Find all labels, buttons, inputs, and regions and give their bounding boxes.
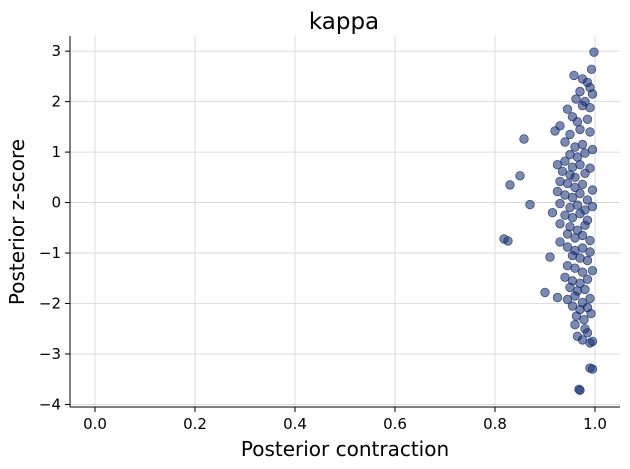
- x-tick-label: 0.4: [283, 415, 307, 433]
- y-tick-label: −3: [39, 345, 61, 363]
- x-tick-label: 0.0: [83, 415, 107, 433]
- data-point: [525, 199, 535, 210]
- x-tick-label: 0.8: [483, 415, 507, 433]
- data-point: [560, 156, 570, 166]
- data-points: [499, 47, 599, 396]
- data-point: [585, 293, 595, 304]
- data-point: [585, 338, 595, 348]
- y-tick-label: 1: [51, 143, 61, 161]
- data-point: [585, 102, 595, 113]
- axes: [69, 36, 620, 408]
- data-point: [582, 255, 593, 266]
- data-point: [575, 124, 585, 135]
- data-point: [577, 243, 588, 253]
- data-point: [572, 200, 583, 210]
- data-point: [587, 266, 598, 276]
- data-point: [582, 328, 593, 338]
- data-point: [555, 198, 565, 209]
- data-point: [585, 363, 595, 373]
- data-point: [562, 229, 573, 239]
- data-point: [562, 104, 573, 114]
- data-point: [587, 185, 598, 195]
- data-point: [567, 192, 578, 203]
- data-point: [555, 219, 565, 229]
- data-point: [555, 237, 565, 247]
- data-point: [575, 159, 585, 170]
- data-point: [577, 267, 588, 277]
- data-point: [552, 159, 563, 170]
- data-point: [570, 263, 580, 273]
- data-point: [565, 282, 575, 293]
- data-point: [560, 272, 570, 283]
- data-point: [580, 168, 590, 179]
- data-point: [585, 235, 595, 246]
- y-tick-label: 3: [51, 42, 61, 60]
- y-tick-label: 0: [51, 194, 61, 212]
- data-point: [587, 89, 598, 99]
- grid-lines: [70, 36, 620, 407]
- data-point: [575, 188, 585, 199]
- data-point: [503, 236, 513, 246]
- y-tick-label: 2: [51, 93, 61, 111]
- y-axis-label: Posterior z-score: [5, 139, 29, 305]
- data-point: [569, 70, 579, 81]
- data-point: [582, 195, 593, 205]
- data-point: [519, 134, 529, 144]
- data-point: [540, 287, 550, 298]
- data-point: [589, 47, 599, 57]
- x-tick-label: 0.6: [383, 415, 407, 433]
- x-axis-ticks: 0.0 0.2 0.4 0.6 0.8 1.0: [83, 407, 607, 433]
- data-point: [582, 274, 593, 285]
- data-point: [587, 144, 598, 155]
- data-point: [580, 148, 590, 158]
- data-point: [515, 171, 525, 181]
- data-point: [570, 172, 580, 183]
- data-point: [562, 294, 573, 305]
- data-point: [570, 320, 580, 330]
- data-point: [550, 126, 560, 136]
- data-point: [552, 186, 563, 197]
- data-point: [577, 179, 588, 190]
- x-axis-label: Posterior contraction: [241, 437, 449, 461]
- y-tick-label: −2: [39, 295, 61, 313]
- x-tick-label: 1.0: [583, 415, 607, 433]
- data-point: [552, 292, 563, 303]
- data-point: [580, 284, 590, 295]
- data-point: [571, 94, 581, 104]
- y-axis-ticks: −4 −3 −2 −1 0 1 2 3: [39, 42, 70, 413]
- data-point: [577, 230, 588, 241]
- data-point: [545, 252, 555, 262]
- data-point: [562, 242, 573, 252]
- data-point: [579, 315, 589, 325]
- x-tick-label: 0.2: [183, 415, 207, 433]
- data-point: [574, 384, 584, 395]
- data-point: [575, 86, 585, 97]
- data-point: [580, 220, 590, 231]
- y-tick-label: −4: [39, 395, 61, 413]
- data-point: [577, 139, 588, 150]
- data-point: [505, 180, 515, 190]
- data-point: [565, 129, 575, 140]
- data-point: [557, 166, 568, 177]
- data-point: [587, 201, 598, 212]
- data-point: [560, 137, 570, 147]
- data-point: [575, 208, 585, 219]
- data-point: [562, 178, 573, 189]
- data-point: [567, 212, 578, 223]
- data-point: [547, 207, 558, 218]
- data-point: [586, 64, 597, 75]
- data-point: [586, 308, 596, 319]
- data-point: [570, 291, 580, 301]
- data-point: [585, 247, 595, 257]
- y-tick-label: −1: [39, 244, 61, 262]
- data-point: [585, 127, 595, 137]
- data-point: [567, 301, 578, 311]
- chart-title: kappa: [309, 9, 379, 35]
- data-point: [582, 114, 593, 125]
